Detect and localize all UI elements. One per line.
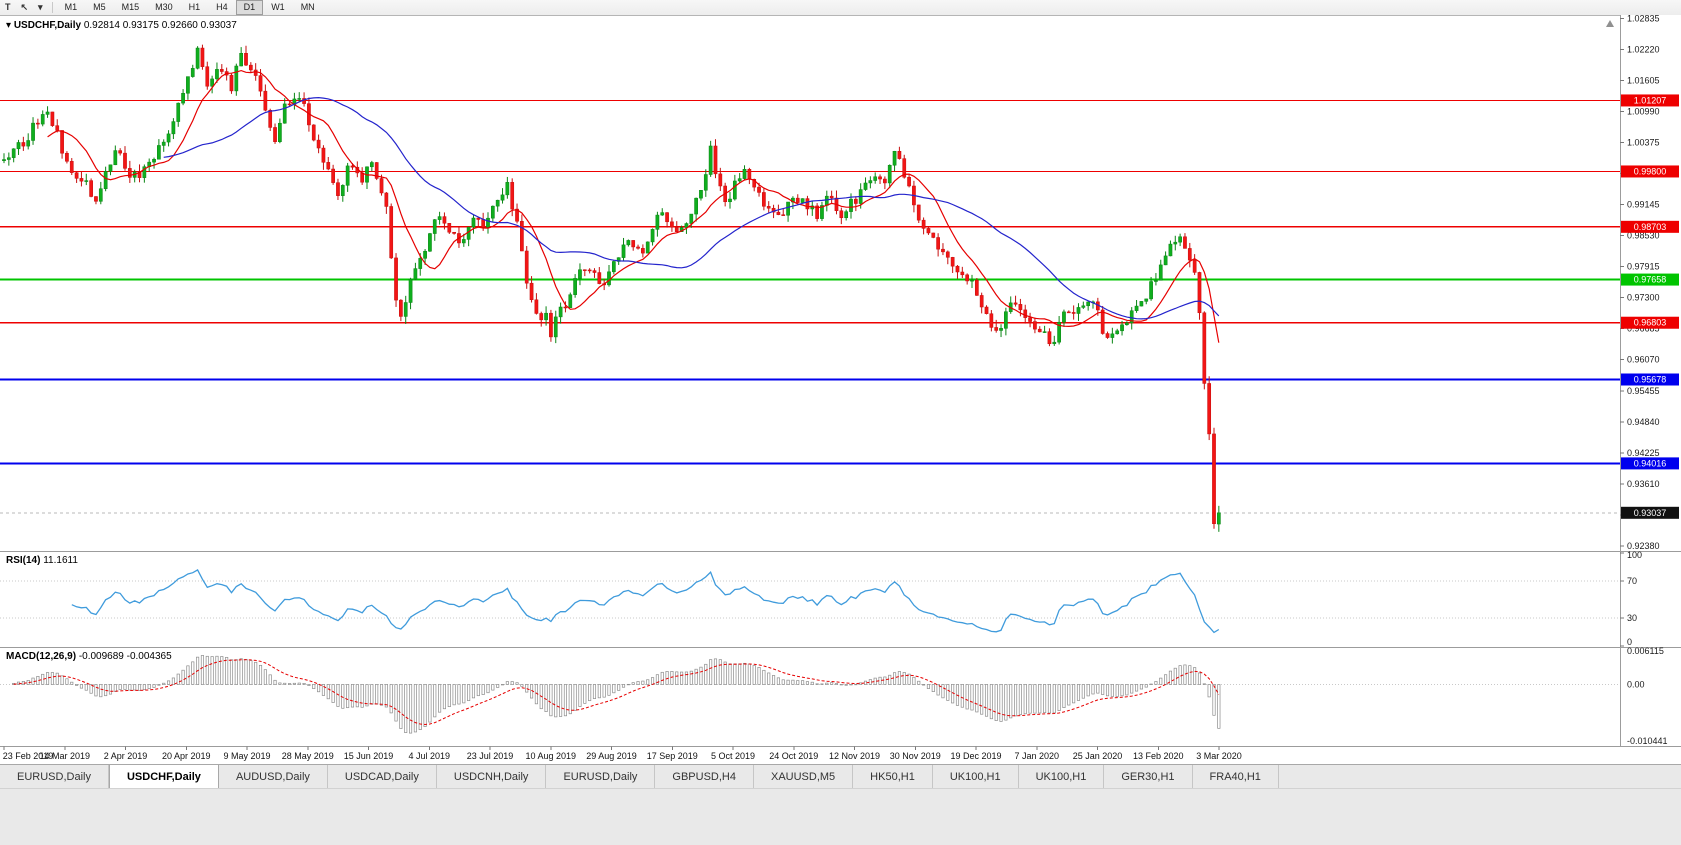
svg-text:3 Mar 2020: 3 Mar 2020 bbox=[1196, 751, 1242, 761]
svg-text:9 May 2019: 9 May 2019 bbox=[223, 751, 270, 761]
svg-text:0.00: 0.00 bbox=[1627, 679, 1645, 689]
svg-text:0.95455: 0.95455 bbox=[1627, 386, 1660, 396]
chart-tab-hk50-h1-8[interactable]: HK50,H1 bbox=[853, 765, 933, 789]
svg-text:1.02835: 1.02835 bbox=[1627, 15, 1660, 23]
status-strip bbox=[0, 788, 1681, 845]
top-toolbar: T ↖ ▾ M1 M5 M15 M30 H1 H4 D1 W1 MN bbox=[0, 0, 1681, 16]
svg-text:30 Nov 2019: 30 Nov 2019 bbox=[890, 751, 941, 761]
svg-text:1.00375: 1.00375 bbox=[1627, 137, 1660, 147]
price-chart[interactable]: 1.028351.022201.016051.009901.003750.997… bbox=[0, 15, 1681, 764]
svg-text:1.02220: 1.02220 bbox=[1627, 44, 1660, 54]
svg-text:23 Feb 2019: 23 Feb 2019 bbox=[3, 751, 54, 761]
svg-text:0.98703: 0.98703 bbox=[1634, 222, 1667, 232]
timeframe-button-m30[interactable]: M30 bbox=[155, 2, 173, 12]
chart-tabs: EURUSD,Daily USDCHF,Daily AUDUSD,Daily USDC… bbox=[0, 764, 1681, 789]
svg-text:0.99145: 0.99145 bbox=[1627, 200, 1660, 210]
text-tool-icon[interactable]: T bbox=[5, 2, 11, 12]
chart-tab-uk100-h1-10[interactable]: UK100,H1 bbox=[1018, 765, 1105, 789]
candles-series bbox=[2, 44, 1221, 532]
svg-text:0.95678: 0.95678 bbox=[1634, 375, 1667, 385]
axis-scroll-up-icon[interactable] bbox=[1606, 20, 1614, 27]
svg-text:17 Sep 2019: 17 Sep 2019 bbox=[647, 751, 698, 761]
svg-text:1.00990: 1.00990 bbox=[1627, 106, 1660, 116]
macd-histogram bbox=[12, 655, 1221, 734]
svg-text:2 Apr 2019: 2 Apr 2019 bbox=[104, 751, 148, 761]
svg-text:0.94225: 0.94225 bbox=[1627, 448, 1660, 458]
svg-text:29 Aug 2019: 29 Aug 2019 bbox=[586, 751, 637, 761]
svg-text:15 Jun 2019: 15 Jun 2019 bbox=[344, 751, 394, 761]
timeframe-button-m1[interactable]: M1 bbox=[64, 2, 78, 12]
timeframe-button-d1[interactable]: D1 bbox=[235, 0, 264, 15]
chart-tab-audusd-daily-2[interactable]: AUDUSD,Daily bbox=[218, 765, 328, 789]
timeframe-button-h1[interactable]: H1 bbox=[188, 2, 201, 12]
svg-text:0.97300: 0.97300 bbox=[1627, 293, 1660, 303]
svg-text:24 Oct 2019: 24 Oct 2019 bbox=[769, 751, 818, 761]
svg-text:0.97658: 0.97658 bbox=[1634, 275, 1667, 285]
macd-panel: 0.006115 0.00 -0.010441 bbox=[0, 646, 1668, 746]
chart-tab-ger30-h1-11[interactable]: GER30,H1 bbox=[1104, 765, 1193, 789]
svg-text:0.96070: 0.96070 bbox=[1627, 355, 1660, 365]
timeframe-button-mn[interactable]: MN bbox=[300, 2, 315, 12]
svg-text:30: 30 bbox=[1627, 613, 1637, 623]
chart-tab-xauusd-m5-7[interactable]: XAUUSD,M5 bbox=[753, 765, 854, 789]
price-level-badges: 1.01207 0.99800 0.98703 0.97658 0.96803 0.956… bbox=[1621, 94, 1679, 519]
timeframe-button-w1[interactable]: W1 bbox=[271, 2, 285, 12]
svg-text:10 Aug 2019: 10 Aug 2019 bbox=[525, 751, 576, 761]
svg-text:1.01605: 1.01605 bbox=[1627, 75, 1660, 85]
svg-text:23 Jul 2019: 23 Jul 2019 bbox=[467, 751, 514, 761]
ma-34-line bbox=[163, 96, 1220, 320]
svg-text:100: 100 bbox=[1627, 550, 1642, 560]
svg-text:13 Feb 2020: 13 Feb 2020 bbox=[1133, 751, 1184, 761]
price-axis-background bbox=[1620, 15, 1681, 764]
chart-tab-fra40-h1-12[interactable]: FRA40,H1 bbox=[1192, 765, 1279, 789]
chart-tab-uk100-h1-9[interactable]: UK100,H1 bbox=[932, 765, 1019, 789]
chart-tab-eurusd-daily-5[interactable]: EURUSD,Daily bbox=[546, 765, 656, 789]
svg-text:1.01207: 1.01207 bbox=[1634, 95, 1667, 105]
svg-text:7 Jan 2020: 7 Jan 2020 bbox=[1014, 751, 1059, 761]
svg-text:28 May 2019: 28 May 2019 bbox=[282, 751, 334, 761]
chart-tab-usdcnh-daily-4[interactable]: USDCNH,Daily bbox=[436, 765, 547, 789]
svg-text:70: 70 bbox=[1627, 576, 1637, 586]
svg-text:0.96803: 0.96803 bbox=[1634, 318, 1667, 328]
chart-tab-eurusd-daily-0[interactable]: EURUSD,Daily bbox=[0, 765, 109, 789]
toolbar-separator bbox=[51, 2, 53, 13]
svg-text:0.97915: 0.97915 bbox=[1627, 262, 1660, 272]
timeframe-buttons: M1 M5 M15 M30 H1 H4 D1 W1 MN bbox=[57, 0, 323, 15]
rsi-panel: 100 70 30 0 bbox=[0, 550, 1642, 647]
svg-text:0.92380: 0.92380 bbox=[1627, 541, 1660, 551]
svg-text:0.93037: 0.93037 bbox=[1634, 508, 1667, 518]
svg-text:20 Apr 2019: 20 Apr 2019 bbox=[162, 751, 211, 761]
svg-text:5 Oct 2019: 5 Oct 2019 bbox=[711, 751, 755, 761]
macd-signal-line bbox=[13, 659, 1220, 726]
svg-text:12 Nov 2019: 12 Nov 2019 bbox=[829, 751, 880, 761]
svg-text:0.006115: 0.006115 bbox=[1627, 646, 1664, 656]
support-resistance-lines bbox=[0, 99, 1620, 465]
svg-text:0.99800: 0.99800 bbox=[1634, 166, 1667, 176]
svg-text:14 Mar 2019: 14 Mar 2019 bbox=[39, 751, 90, 761]
svg-text:-0.010441: -0.010441 bbox=[1627, 736, 1668, 746]
svg-text:0.93610: 0.93610 bbox=[1627, 479, 1660, 489]
chart-tab-usdchf-daily-1[interactable]: USDCHF,Daily bbox=[108, 765, 219, 789]
svg-text:0: 0 bbox=[1627, 637, 1632, 647]
chart-tab-usdcad-daily-3[interactable]: USDCAD,Daily bbox=[327, 765, 437, 789]
svg-text:0.98530: 0.98530 bbox=[1627, 231, 1660, 241]
svg-text:0.94016: 0.94016 bbox=[1634, 458, 1667, 468]
toolbar-icons: T ↖ ▾ bbox=[0, 0, 48, 15]
timeframe-button-m5[interactable]: M5 bbox=[93, 2, 106, 12]
svg-text:19 Dec 2019: 19 Dec 2019 bbox=[950, 751, 1001, 761]
svg-text:4 Jul 2019: 4 Jul 2019 bbox=[408, 751, 450, 761]
timeframe-button-m15[interactable]: M15 bbox=[121, 2, 140, 12]
chart-tab-gbpusd-h4-6[interactable]: GBPUSD,H4 bbox=[655, 765, 754, 789]
rsi-line bbox=[71, 568, 1220, 634]
svg-text:0.94840: 0.94840 bbox=[1627, 417, 1660, 427]
svg-text:25 Jan 2020: 25 Jan 2020 bbox=[1073, 751, 1123, 761]
dropdown-caret-icon[interactable]: ▾ bbox=[38, 2, 43, 12]
cursor-tool-icon[interactable]: ↖ bbox=[20, 2, 29, 12]
timeframe-button-h4[interactable]: H4 bbox=[216, 2, 228, 12]
ma-10-line bbox=[47, 69, 1220, 343]
